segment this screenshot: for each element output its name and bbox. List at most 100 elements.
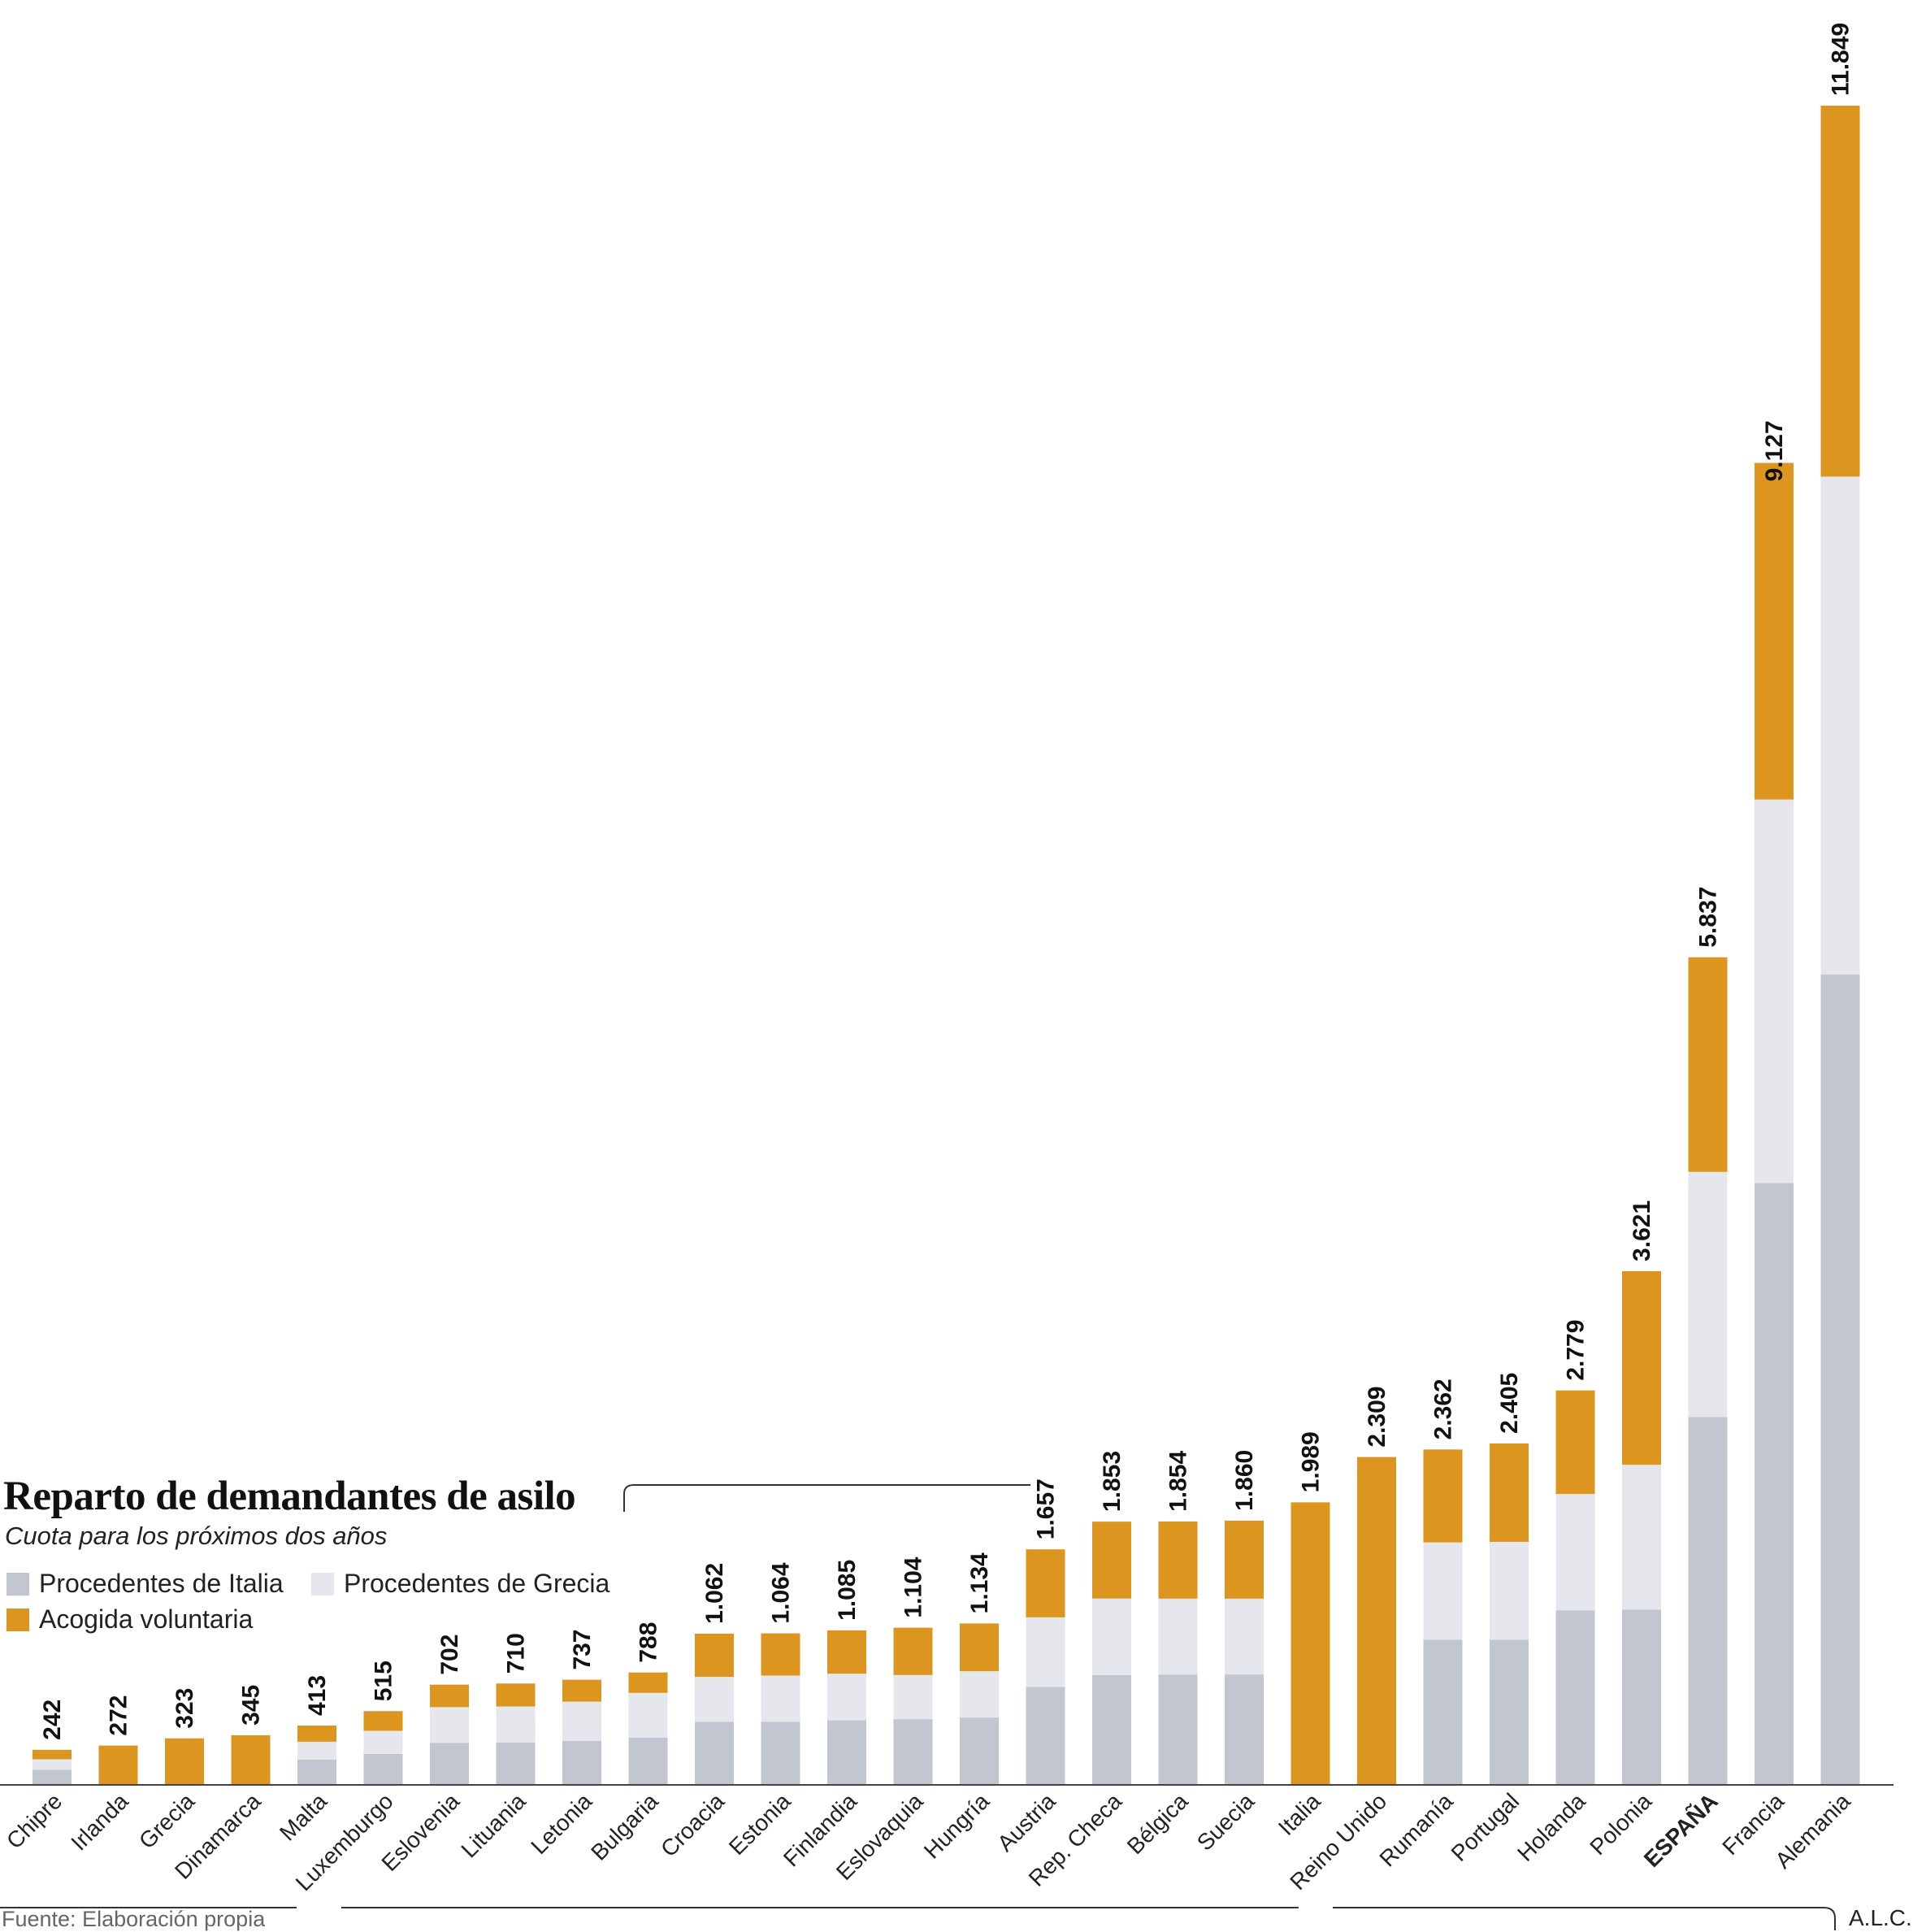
category-label-holanda: Holanda [1512,1788,1590,1866]
bar-eslovaquia-acogida-voluntaria [893,1627,933,1675]
legend-item-italia: Procedentes de Italia [7,1569,284,1599]
bar-bulgaria-procedentes-de-grecia [628,1692,668,1739]
bar-polonia-acogida-voluntaria [1622,1270,1661,1465]
chart-title: Reparto de demandantes de asilo [3,1474,576,1519]
bar-eslovenia-procedentes-de-grecia [430,1707,469,1743]
bar-austria-acogida-voluntaria [1026,1549,1065,1617]
bar-chipre-procedentes-de-italia [33,1769,72,1784]
value-label-malta: 413 [304,1675,331,1716]
bar-finlandia-acogida-voluntaria [827,1630,866,1674]
bar-malta-acogida-voluntaria [297,1726,336,1742]
value-label-chipre: 242 [39,1700,66,1740]
bar-dinamarca-acogida-voluntaria [231,1734,271,1784]
bar-estonia-procedentes-de-italia [761,1721,800,1784]
bar-holanda-procedentes-de-italia [1555,1610,1595,1784]
value-label-francia: 9.127 [1761,420,1788,481]
bar-austria-procedentes-de-grecia [1026,1617,1065,1687]
category-label-portugal: Portugal [1447,1788,1525,1866]
category-label-rumania: Rumanía [1374,1788,1458,1872]
value-label-finlandia: 1.085 [834,1560,861,1621]
value-label-dinamarca: 345 [238,1685,265,1726]
value-label-estonia: 1.064 [768,1562,795,1623]
value-label-hungria: 1.134 [966,1552,993,1613]
bar-bulgaria-acogida-voluntaria [628,1672,668,1693]
category-label-grecia: Grecia [134,1788,200,1854]
category-label-lituania: Lituania [456,1788,531,1863]
category-label-malta: Malta [275,1788,332,1846]
category-label-suecia: Suecia [1192,1788,1260,1856]
bar-croacia-acogida-voluntaria [695,1633,734,1678]
bar-espana-procedentes-de-grecia [1688,1171,1728,1418]
bar-finlandia-procedentes-de-grecia [827,1674,866,1721]
bar-rep-checa-acogida-voluntaria [1092,1522,1131,1599]
bar-francia-acogida-voluntaria [1755,462,1794,800]
legend-swatch-voluntaria [7,1608,29,1631]
value-label-alemania: 11.849 [1828,23,1854,96]
bar-malta-procedentes-de-italia [297,1759,336,1784]
bar-lituania-procedentes-de-grecia [496,1706,536,1743]
value-label-portugal: 2.405 [1496,1373,1523,1434]
value-labels-layer: 242 272 323 345 413 515 702 710 737 788 1.062 1.064… [39,23,1854,1740]
bar-irlanda-acogida-voluntaria [98,1745,138,1784]
footer-rule-3 [1333,1907,1836,1930]
bar-croacia-procedentes-de-grecia [695,1677,734,1722]
category-label-hungria: Hungría [919,1788,995,1864]
bar-letonia-acogida-voluntaria [562,1679,601,1702]
bar-lituania-acogida-voluntaria [496,1683,536,1707]
category-label-bulgaria: Bulgaria [586,1788,663,1865]
legend-item-voluntaria: Acogida voluntaria [7,1604,253,1635]
bar-belgica-acogida-voluntaria [1158,1521,1198,1599]
value-label-austria: 1.657 [1033,1478,1060,1539]
bar-espana-acogida-voluntaria [1688,957,1728,1172]
value-label-suecia: 1.860 [1231,1450,1258,1511]
bar-rep-checa-procedentes-de-grecia [1092,1598,1131,1675]
bar-alemania-procedentes-de-italia [1820,975,1860,1784]
value-label-bulgaria: 788 [635,1622,662,1663]
bar-luxemburgo-procedentes-de-italia [363,1753,403,1784]
value-label-italia: 1.989 [1298,1431,1325,1492]
bars-layer [33,106,1860,1784]
value-label-eslovaquia: 1.104 [900,1556,927,1617]
value-label-letonia: 737 [569,1629,596,1669]
bar-estonia-acogida-voluntaria [761,1633,800,1676]
bar-eslovenia-procedentes-de-italia [430,1743,469,1784]
bar-suecia-procedentes-de-italia [1225,1674,1264,1784]
bar-luxemburgo-acogida-voluntaria [363,1711,403,1731]
bar-hungria-procedentes-de-italia [960,1717,999,1784]
bar-bulgaria-procedentes-de-italia [628,1738,668,1784]
bar-belgica-procedentes-de-grecia [1158,1598,1198,1675]
bar-suecia-procedentes-de-grecia [1225,1598,1264,1675]
bar-austria-procedentes-de-italia [1026,1687,1065,1784]
bar-malta-procedentes-de-grecia [297,1741,336,1760]
bar-estonia-procedentes-de-grecia [761,1675,800,1722]
bar-letonia-procedentes-de-grecia [562,1701,601,1741]
legend-swatch-grecia [311,1572,334,1596]
bar-rumania-procedentes-de-grecia [1423,1542,1463,1640]
category-label-italia: Italia [1273,1788,1325,1840]
category-label-espana: ESPAÑA [1639,1788,1723,1872]
bar-croacia-procedentes-de-italia [695,1721,734,1784]
bar-italia-acogida-voluntaria [1291,1502,1330,1784]
value-label-rumania: 2.362 [1430,1378,1457,1439]
author-credit: A.L.C. [1849,1905,1912,1930]
bar-espana-procedentes-de-italia [1688,1417,1728,1784]
bar-chipre-procedentes-de-grecia [33,1759,72,1770]
legend-label-italia: Procedentes de Italia [39,1569,284,1598]
legend-item-grecia: Procedentes de Grecia [311,1569,609,1599]
legend-swatch-italia [7,1572,29,1596]
bar-portugal-acogida-voluntaria [1490,1443,1529,1542]
value-label-irlanda: 272 [106,1695,132,1736]
bar-polonia-procedentes-de-grecia [1622,1465,1661,1610]
bar-suecia-acogida-voluntaria [1225,1520,1264,1599]
bar-finlandia-procedentes-de-italia [827,1720,866,1784]
bar-luxemburgo-procedentes-de-grecia [363,1730,403,1754]
source-note: Fuente: Elaboración propia [2,1907,266,1931]
value-label-croacia: 1.062 [701,1563,728,1624]
bar-eslovenia-acogida-voluntaria [430,1684,469,1708]
bar-hungria-procedentes-de-grecia [960,1671,999,1718]
bar-chipre-acogida-voluntaria [33,1749,72,1760]
category-label-chipre: Chipre [2,1788,67,1853]
bar-alemania-procedentes-de-grecia [1820,476,1860,975]
bar-rumania-acogida-voluntaria [1423,1449,1463,1543]
